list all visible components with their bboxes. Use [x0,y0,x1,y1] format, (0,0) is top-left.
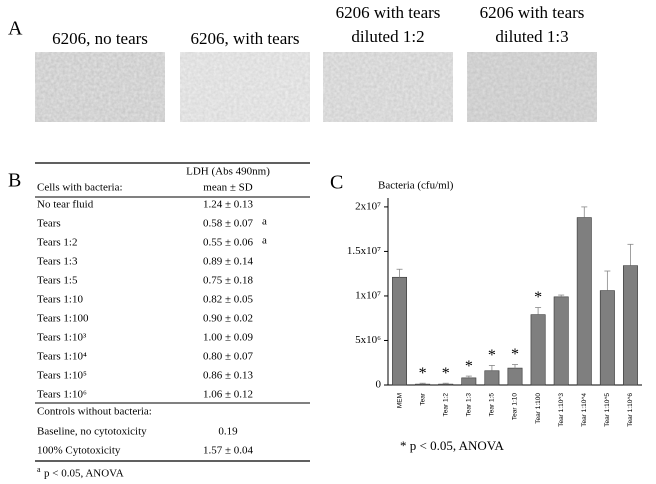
row-value: 0.55 ± 0.06 [203,237,254,249]
bar [553,296,569,386]
y-tick-label: 1.5x10⁷ [347,245,381,257]
image-caption: diluted 1:2 [351,27,424,46]
bar [461,377,477,386]
panel-label: B [8,170,21,192]
bar [507,367,523,386]
footnote-mark: a [262,216,267,228]
row-label: Tears 1:2 [37,237,77,249]
header: LDH (Abs 490nm) [186,166,270,178]
x-tick-label: Tear 1:2 [442,393,449,417]
micrograph-texture [323,52,453,122]
row-label: 100% Cytotoxicity [37,445,121,457]
row-label: Tears 1:3 [37,256,78,268]
footnote-mark: a [37,465,41,474]
significance-marker: * [442,365,450,382]
image-caption: 6206, with tears [190,29,299,48]
x-tick-label: Tear 1:10^3 [558,393,565,427]
significance-marker: * [534,289,542,306]
row-label: Tears 1:100 [37,313,89,325]
row-value: 1.00 ± 0.09 [203,332,254,344]
micrograph-texture [35,52,165,122]
chart-footnote: * p < 0.05, ANOVA [400,438,504,453]
image-caption: 6206, no tears [52,29,148,48]
header: Cells with bacteria: [37,182,123,194]
panel-label: A [8,18,23,40]
x-tick-label: Tear 1:3 [466,393,473,417]
x-tick-label: Tear 1:5 [489,393,496,417]
row-value: 0.75 ± 0.18 [203,275,254,287]
bar [622,265,638,386]
x-tick-label: MEM [396,393,403,408]
row-label: Tears 1:10⁵ [37,370,87,382]
row-label: Tears 1:10⁶ [37,389,87,401]
image-caption: diluted 1:3 [495,27,568,46]
row-label: Tears 1:10³ [37,332,87,344]
significance-marker: * [488,347,496,364]
bar [530,314,546,386]
row-value: 0.58 ± 0.07 [203,218,254,230]
row-value: 1.57 ± 0.04 [203,445,254,457]
x-tick-label: Tear 1:10^4 [581,393,588,427]
y-axis-title: Bacteria (cfu/ml) [378,180,454,192]
bar [576,217,592,386]
x-tick-label: Tear 1:10 [512,393,519,420]
bar [484,370,500,386]
row-value: 0.80 ± 0.07 [203,351,254,363]
micrograph-texture [467,52,597,122]
bar [392,276,408,386]
row-value: 0.86 ± 0.13 [203,370,254,382]
row-label: Baseline, no cytotoxicity [37,426,147,438]
x-tick-label: Tear 1:10^5 [604,393,611,427]
y-tick-label: 0 [376,379,382,391]
row-value: 0.19 [218,426,238,438]
row-label: No tear fluid [37,199,94,211]
row-value: 0.89 ± 0.14 [203,256,254,268]
row-value: 1.24 ± 0.13 [203,199,254,211]
row-label: Tears [37,218,61,230]
significance-marker: * [465,358,473,375]
bar [415,383,431,386]
image-caption: 6206 with tears [480,3,585,22]
significance-marker: * [511,346,519,363]
row-value: 0.82 ± 0.05 [203,294,254,306]
x-tick-label: Tear 1:10^6 [627,393,634,427]
x-tick-label: Tear 1:100 [535,393,542,424]
row-label: Tears 1:5 [37,275,78,287]
y-tick-label: 1x10⁷ [355,289,381,301]
bar [599,290,615,386]
micrograph-texture [180,52,310,122]
row-label: Tears 1:10 [37,294,83,306]
row-value: 0.90 ± 0.02 [203,313,253,325]
x-tick-label: Tear [419,392,426,405]
section-label: Controls without bacteria: [37,406,152,418]
significance-marker: * [419,365,427,382]
y-tick-label: 5x10⁶ [355,334,381,346]
footnote-mark: a [262,235,267,247]
footnote: p < 0.05, ANOVA [44,468,124,480]
row-label: Tears 1:10⁴ [37,351,87,363]
header: mean ± SD [203,182,252,194]
bar [438,383,454,386]
panel-label: C [330,172,343,194]
row-value: 1.06 ± 0.12 [203,389,253,401]
image-caption: 6206 with tears [336,3,441,22]
micrographs [35,52,597,122]
y-tick-label: 2x10⁷ [355,200,381,212]
